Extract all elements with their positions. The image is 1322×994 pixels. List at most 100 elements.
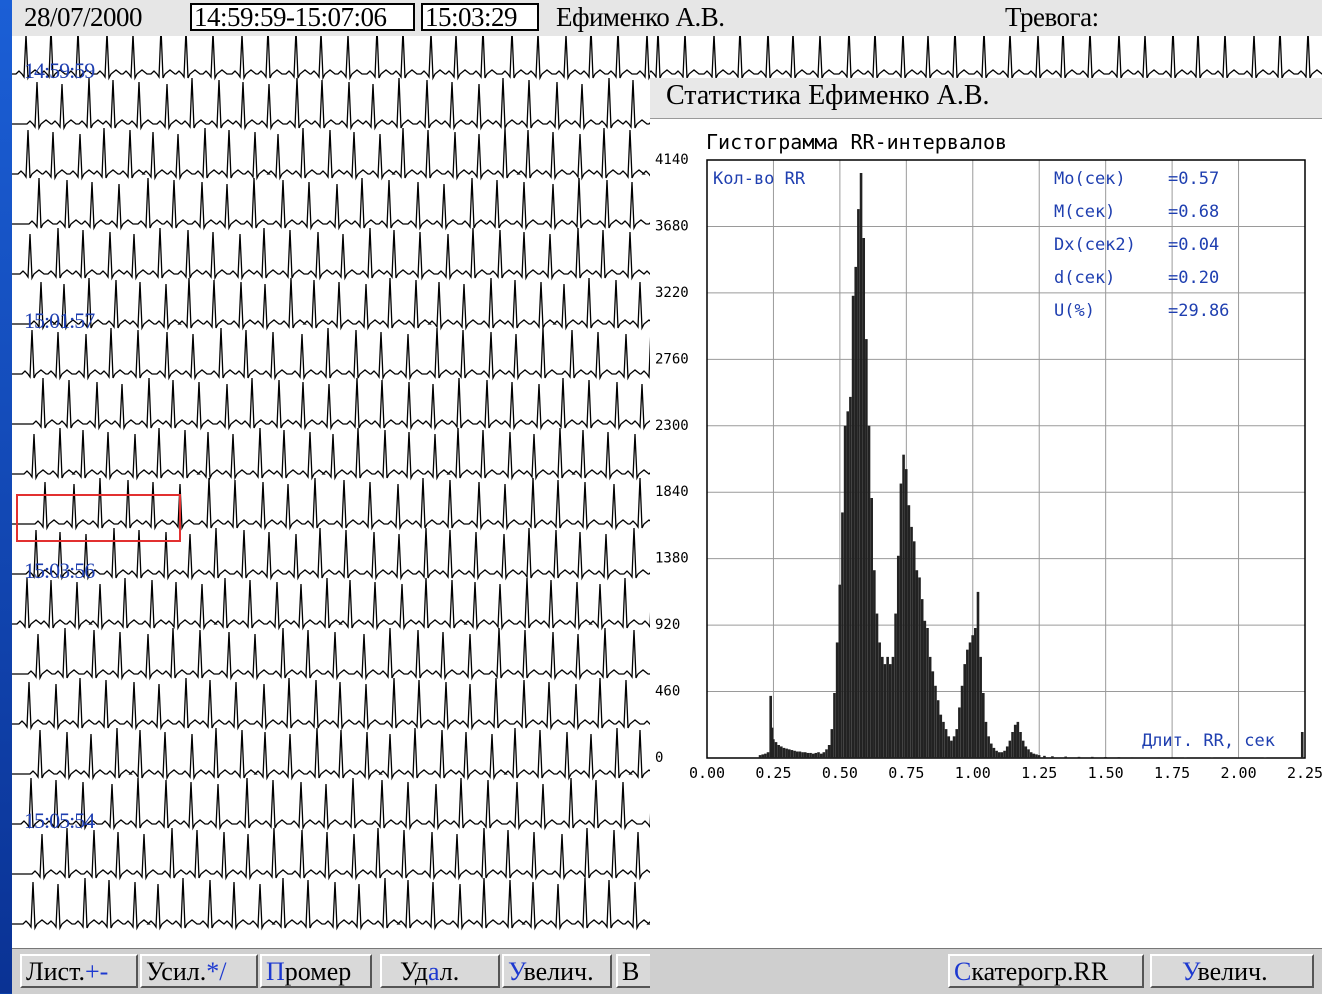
histogram-bar [854,267,857,758]
histogram-bar [761,754,764,758]
metric-value: =29.86 [1168,301,1229,321]
window-edge [0,0,12,993]
histogram-bar [1118,757,1121,758]
histogram-bar [1019,732,1022,758]
histogram-bar [796,752,799,759]
histogram-bar [1030,752,1033,758]
histogram-bar [971,635,974,758]
sheet-button[interactable]: Лист.+- [20,954,138,988]
histogram-bar [900,484,903,758]
stats-zoom-button-label: велич. [1197,957,1267,986]
ecg-strip-trace [650,36,1322,78]
ecg-timestamp: 15:03:56 [24,558,94,584]
y-tick-label: 920 [655,617,680,633]
zoom-button[interactable]: Увелич. [502,954,612,988]
scattergram-button[interactable]: Скатерогр.RR [948,954,1144,988]
histogram-bar [785,749,788,758]
y-tick-label: 3680 [655,218,689,234]
histogram-bar [1104,757,1107,758]
histogram-bar [881,657,884,758]
histogram-bar [823,752,826,758]
sheet-button-keys: +- [85,957,108,986]
histogram-bar [878,642,881,758]
histogram-bar [799,752,802,759]
histogram-bar [958,707,961,758]
delete-button-label-a: Уд [400,957,428,986]
histogram-bar [942,722,945,758]
measure-button-hotkey: П [266,957,285,986]
histogram-bar [924,621,927,758]
histogram-bar [791,750,794,758]
ecg-lead-trace [12,778,650,828]
histogram-bar [961,686,964,758]
histogram-bar [918,577,921,758]
gain-button-label: Усил. [146,957,206,986]
measure-button[interactable]: Промер [260,954,372,988]
stats-zoom-button[interactable]: Увелич. [1150,954,1314,988]
ecg-lead-trace [12,78,650,128]
histogram-bar [1184,757,1187,758]
histogram-bar [1064,757,1067,758]
histogram-bar [966,650,969,758]
measure-button-label: ромер [285,957,352,986]
histogram-bar [860,173,863,758]
x-tick-label: 2.00 [1220,764,1256,782]
histogram-bar [889,664,892,758]
histogram-bar [985,722,988,758]
y-axis-label: Кол-во RR [713,169,806,189]
metric-name: Mo(сек) [1054,169,1126,189]
histogram-bar [764,754,767,758]
histogram-bar [1001,752,1004,758]
ecg-trace-panel[interactable]: 14:59:59 15:01:57 15:03:56 15:05:54 [12,36,650,948]
histogram-bar [897,556,900,758]
histogram-bar [982,693,985,758]
histogram-bar [825,749,828,758]
delete-button[interactable]: Удал. [380,954,500,988]
ecg-lead-trace [12,378,650,428]
x-tick-label: 0.50 [822,764,858,782]
histogram-bar [908,505,911,758]
histogram-bar [1211,757,1214,758]
ecg-timestamp: 15:01:57 [24,308,94,334]
y-tick-label: 2300 [655,418,689,434]
more-button[interactable]: В [616,954,650,988]
histogram-bar [947,736,950,758]
histogram-bar [788,749,791,758]
histogram-bar [894,614,897,758]
zoom-button-hotkey: У [508,957,523,986]
x-axis-label: Длит. RR, сек [1142,731,1275,751]
stats-zoom-button-hotkey: У [1182,957,1197,986]
histogram-bar [884,664,887,758]
ecg-lead-trace [650,36,1322,78]
histogram-bar [937,700,940,758]
histogram-bar [777,745,780,758]
current-time-field[interactable]: 15:03:29 [421,3,539,31]
gain-button[interactable]: Усил.*/ [140,954,258,988]
histogram-bar [1009,741,1012,758]
ecg-lead-trace [12,128,650,178]
histogram-bar [772,739,775,758]
histogram-bar [783,748,786,758]
histogram-bar [987,736,990,758]
ecg-lead-trace [12,678,650,728]
y-tick-label: 4140 [655,152,689,168]
histogram-bar [1131,757,1134,758]
histogram-bar [780,746,783,758]
histogram-bar [1035,754,1038,758]
histogram-bar [963,664,966,758]
histogram-bar [759,755,762,758]
histogram-bar [998,752,1001,758]
histogram-bar [1027,749,1030,758]
histogram-bar [1014,725,1017,758]
histogram-bar [1301,732,1304,758]
time-range-field[interactable]: 14:59:59-15:07:06 [190,3,415,31]
ecg-selection-rectangle[interactable] [16,494,181,542]
ecg-lead-trace [12,578,650,628]
ecg-timestamp: 15:05:54 [24,808,94,834]
histogram-bar [876,614,879,758]
ecg-lead-trace [12,328,650,378]
x-tick-label: 2.25 [1287,764,1322,782]
histogram-bar [913,541,916,758]
scattergram-button-hotkey: С [954,957,971,986]
ecg-lead-trace [12,828,650,878]
